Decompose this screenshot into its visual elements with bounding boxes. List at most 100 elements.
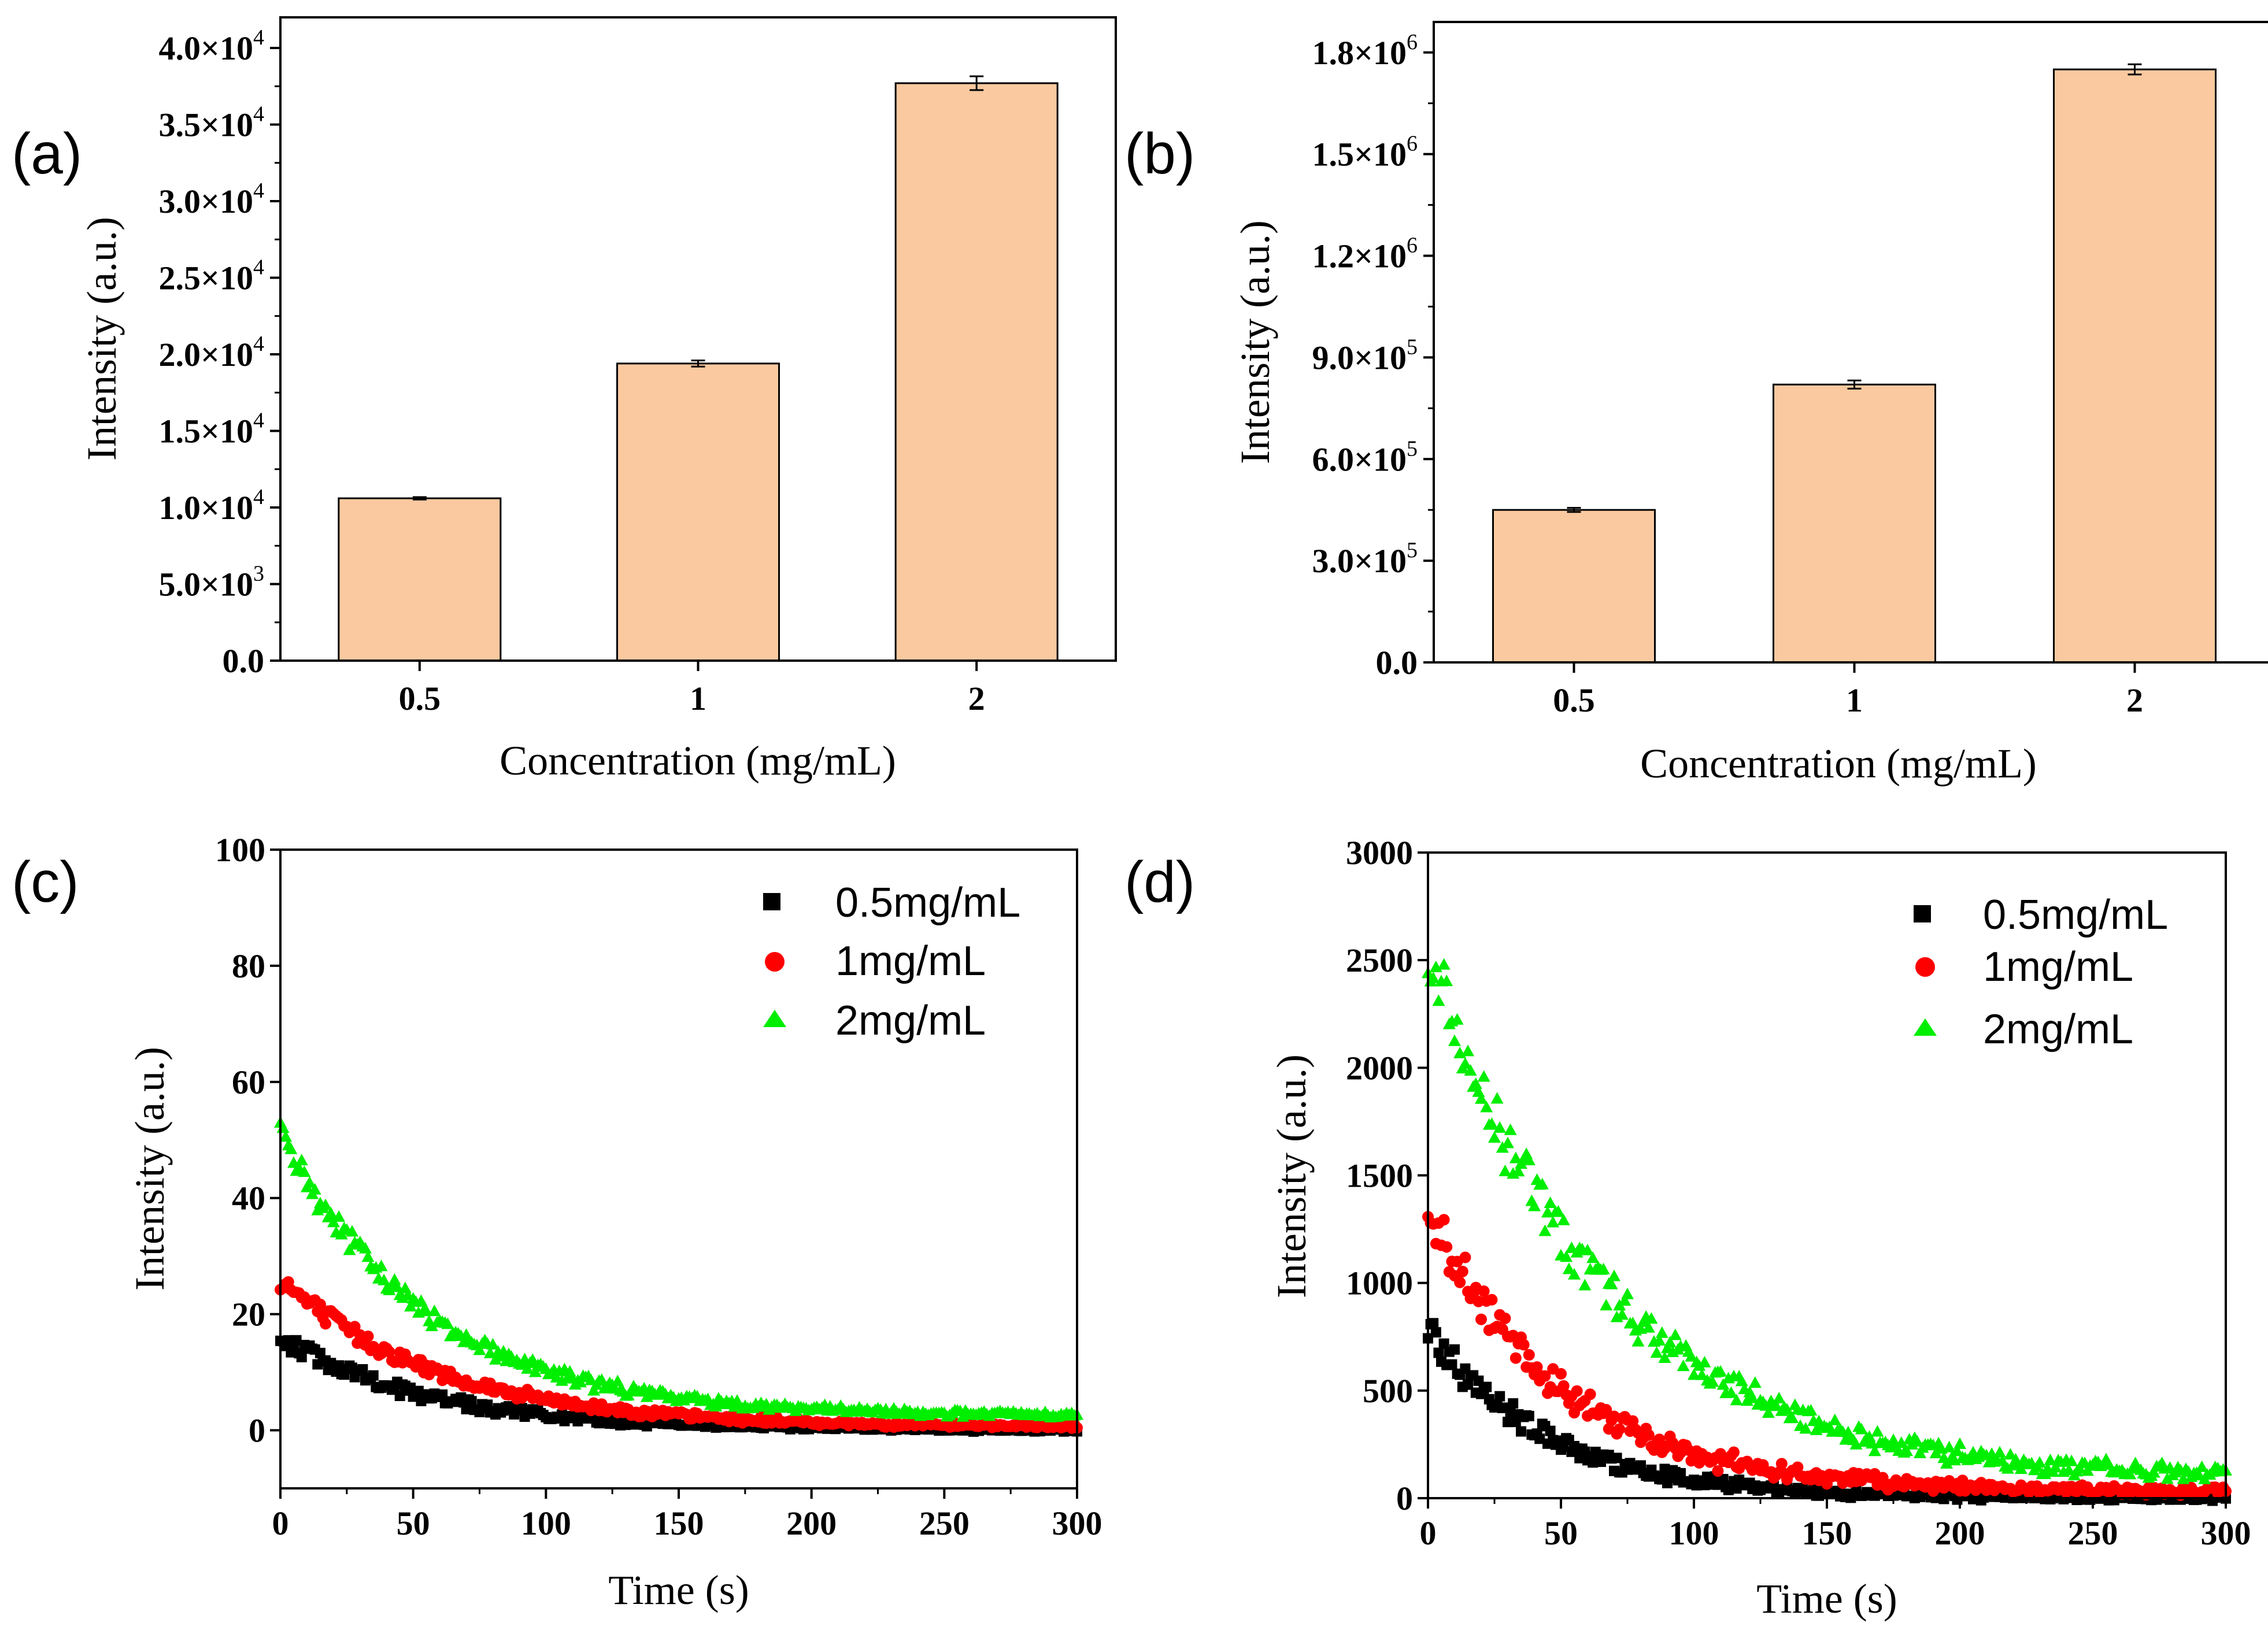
point-d-2-241 [2062,1463,2075,1475]
point-d-2-169 [1871,1425,1884,1437]
point-d-0-22 [1481,1381,1492,1392]
point-c-0-70 [461,1403,472,1414]
ytick-label-d-2: 1000 [1346,1265,1413,1302]
point-d-2-51 [1557,1213,1570,1225]
ytick-label-a-7: 3.5×104 [158,102,264,144]
point-d-2-96 [1677,1359,1690,1372]
ytick-label-b-0: 0.0 [1376,644,1418,681]
point-d-2-264 [2123,1468,2137,1480]
point-d-0-30 [1503,1417,1513,1428]
point-d-2-26 [1490,1092,1504,1104]
point-d-2-219 [2004,1448,2017,1460]
point-c-2-63 [441,1317,454,1329]
ytick-label-d-5: 2500 [1346,942,1413,979]
point-d-0-4 [1433,1347,1444,1358]
point-c-2-32 [358,1242,372,1254]
point-d-2-178 [1895,1436,1908,1448]
point-c-1-17 [320,1318,332,1330]
point-d-0-9 [1446,1359,1457,1370]
point-d-1-44 [1539,1370,1551,1382]
point-d-0-38 [1523,1410,1534,1421]
point-d-2-6 [1437,958,1451,970]
point-d-2-102 [1693,1359,1706,1371]
point-d-1-50 [1555,1368,1567,1380]
legend-c-2-label: 2mg/mL [835,998,986,1044]
panel-b-frame [1433,21,2268,664]
point-d-2-144 [1804,1403,1818,1416]
ytick-label-d-0: 0 [1396,1480,1413,1517]
panel-a-marks: 0.5 1 2 0.0 5.0×103 1.0×104 1.5×104 2.0×104 2.5×… [158,25,1059,717]
series-c-2 [274,1116,1083,1422]
point-c-2-8 [295,1154,308,1166]
xtick-label-c-6: 300 [1052,1505,1102,1542]
point-d-0-10 [1449,1344,1460,1355]
ytick-label-c-5: 100 [215,831,265,869]
panel-c-frame [279,849,1078,1490]
point-d-2-123 [1748,1376,1762,1388]
point-d-1-51 [1557,1380,1570,1392]
point-c-2-4 [284,1142,298,1154]
point-d-2-88 [1655,1326,1668,1338]
bar-a-2 [894,82,1059,662]
point-d-2-44 [1538,1224,1552,1236]
point-d-2-110 [1714,1365,1727,1377]
point-d-0-32 [1508,1398,1519,1409]
xtick-label-b-1: 1 [1846,681,1863,719]
bar-b-1 [1773,383,1936,664]
point-d-2-135 [1781,1403,1793,1415]
point-c-2-33 [361,1250,375,1262]
point-d-1-139 [1792,1461,1804,1473]
panel-c-legend: 0.5mg/mL 1mg/mL 2mg/mL [763,880,1020,1044]
point-d-2-131 [1770,1399,1783,1411]
point-d-2-21 [1477,1070,1490,1082]
legend-c-0-marker [763,893,780,910]
point-c-2-22 [332,1210,346,1222]
point-d-2-103 [1695,1368,1708,1380]
panel-d: (d) 0 50 100 150 200 250 300050010001500200025… [1124,834,2251,1622]
point-c-2-57 [425,1319,438,1331]
point-d-1-20 [1475,1313,1487,1325]
point-c-2-96 [528,1365,542,1377]
point-d-2-43 [1536,1177,1549,1190]
point-c-1-28 [349,1321,361,1333]
legend-c-1-label: 1mg/mL [835,938,986,984]
point-d-2-69 [1605,1277,1618,1290]
point-c-2-127 [611,1374,624,1387]
point-d-2-291 [2195,1460,2208,1472]
point-d-2-122 [1746,1391,1759,1403]
point-d-2-62 [1586,1251,1600,1264]
ytick-label-a-3: 1.5×104 [158,409,264,450]
point-c-2-53 [415,1294,428,1306]
point-d-0-27 [1494,1391,1505,1402]
panel-b-ylabel: Intensity (a.u.) [1232,220,1278,464]
legend-d-1-marker [1915,957,1935,977]
bar-a-0 [338,497,502,662]
point-c-2-80 [486,1337,500,1350]
point-d-2-153 [1828,1413,1841,1425]
point-d-2-75 [1621,1287,1634,1299]
point-d-1-115 [1728,1446,1740,1458]
panel-a: (a) 0.5 1 2 0.0 5.0×103 1.0×104 1.5×104 2.0×104… [12,16,1117,784]
point-d-2-25 [1488,1131,1501,1143]
series-d-2 [1422,958,2232,1484]
point-d-2-22 [1480,1101,1493,1113]
panel-c-xlabel: Time (s) [608,1567,749,1613]
point-d-2-24 [1485,1117,1499,1129]
point-d-2-7 [1440,975,1453,987]
point-d-2-132 [1773,1391,1786,1403]
xtick-label-b-0: 0.5 [1553,681,1595,719]
legend-c-1-marker [765,952,785,972]
point-d-2-146 [1810,1423,1823,1435]
point-c-2-81 [489,1353,502,1365]
point-d-1-38 [1523,1349,1535,1361]
point-d-1-29 [1499,1312,1511,1324]
ytick-label-a-0: 0.0 [223,642,265,680]
ytick-label-b-6: 1.8×106 [1312,30,1418,72]
point-d-0-35 [1516,1426,1526,1437]
legend-c-0-label: 0.5mg/mL [835,880,1020,926]
ytick-label-a-8: 4.0×104 [158,25,264,67]
point-c-2-2 [279,1130,293,1142]
ytick-label-d-6: 3000 [1346,834,1413,872]
point-d-2-199 [1951,1444,1964,1457]
point-c-2-9 [298,1165,311,1177]
